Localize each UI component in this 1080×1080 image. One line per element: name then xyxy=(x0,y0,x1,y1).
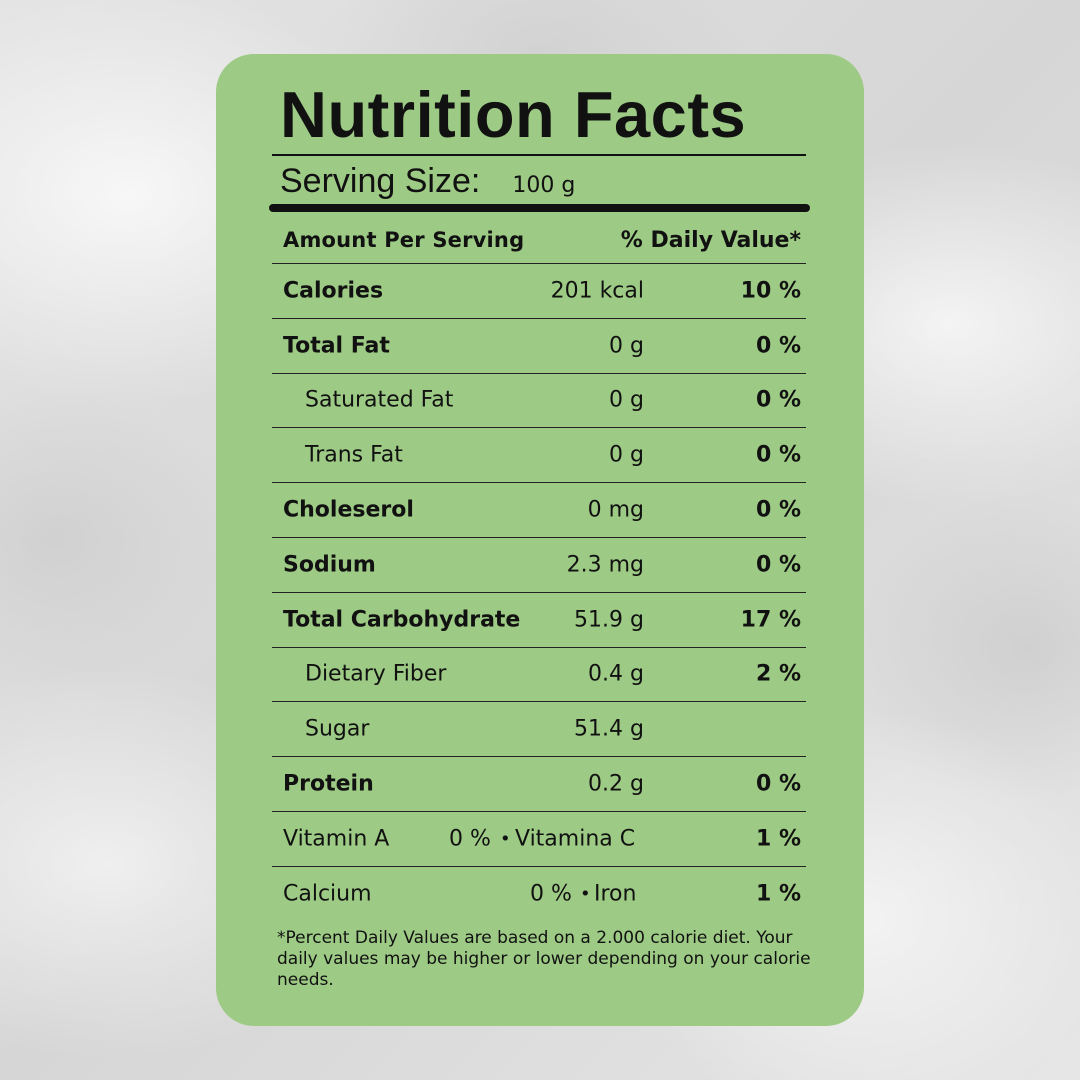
nutrient-daily-value: 2 % xyxy=(755,661,801,687)
nutrient-row-saturated-fat: Saturated Fat 0 g 0 % xyxy=(272,372,806,428)
nutrient-amount: 0 g xyxy=(609,387,644,413)
vitamin-row-calcium-iron: Calcium 0 % • Iron 1 % xyxy=(272,865,806,921)
nutrient-daily-value: 0 % xyxy=(755,771,801,797)
nutrient-row-total-carbohydrate: Total Carbohydrate 51.9 g 17 % xyxy=(272,591,806,647)
divider-thick xyxy=(269,204,810,212)
nutrient-amount: 0 g xyxy=(609,333,644,359)
nutrient-name: Choleserol xyxy=(283,497,414,523)
bullet-separator: • xyxy=(500,828,511,850)
nutrient-daily-value: 10 % xyxy=(740,278,801,304)
nutrition-label: Nutrition Facts Serving Size: 100 g Amou… xyxy=(216,54,864,1026)
nutrient-daily-value: 0 % xyxy=(755,497,801,523)
nutrient-amount: 0 g xyxy=(609,442,644,468)
nutrient-amount: 0.4 g xyxy=(588,661,644,687)
nutrient-amount: 51.4 g xyxy=(574,716,644,742)
serving-size-label: Serving Size: xyxy=(280,162,481,200)
divider-top xyxy=(272,154,806,156)
nutrient-name: Dietary Fiber xyxy=(305,661,447,687)
nutrient-row-calories: Calories 201 kcal 10 % xyxy=(272,263,806,318)
nutrient-name: Total Fat xyxy=(283,333,390,359)
nutrient-row-total-fat: Total Fat 0 g 0 % xyxy=(272,317,806,373)
vitamin-other-daily-value: 1 % xyxy=(755,881,801,907)
vitamin-name: Vitamin A xyxy=(283,826,390,852)
vitamin-daily-value: 0 % xyxy=(530,881,572,907)
nutrient-name: Saturated Fat xyxy=(305,387,454,413)
label-title: Nutrition Facts xyxy=(280,78,747,151)
nutrient-row-dietary-fiber: Dietary Fiber 0.4 g 2 % xyxy=(272,646,806,702)
bullet-separator: • xyxy=(580,883,591,905)
serving-size-value: 100 g xyxy=(512,173,576,198)
amount-per-serving-header: Amount Per Serving xyxy=(283,228,525,252)
nutrient-daily-value: 0 % xyxy=(755,333,801,359)
vitamin-name: Calcium xyxy=(283,881,372,907)
nutrient-name: Calories xyxy=(283,278,384,304)
nutrient-amount: 51.9 g xyxy=(574,607,644,633)
nutrient-name: Sodium xyxy=(283,552,376,578)
nutrient-daily-value: 0 % xyxy=(755,552,801,578)
vitamin-row-a-c: Vitamin A 0 % • Vitamina C 1 % xyxy=(272,810,806,866)
daily-value-header: % Daily Value* xyxy=(620,227,801,253)
vitamin-other-name: Iron xyxy=(594,881,637,907)
vitamin-daily-value: 0 % xyxy=(449,826,491,852)
column-headers: Amount Per Serving % Daily Value* xyxy=(283,220,801,260)
nutrient-row-cholesterol: Choleserol 0 mg 0 % xyxy=(272,482,806,537)
nutrient-row-protein: Protein 0.2 g 0 % xyxy=(272,756,806,811)
nutrient-amount: 201 kcal xyxy=(550,278,644,304)
nutrient-name: Protein xyxy=(283,771,374,797)
serving-size: Serving Size: 100 g xyxy=(280,162,575,202)
nutrient-amount: 0 mg xyxy=(587,497,644,523)
nutrient-name: Total Carbohydrate xyxy=(283,607,521,633)
nutrient-daily-value: 17 % xyxy=(740,607,801,633)
footnote: *Percent Daily Values are based on a 2.0… xyxy=(277,928,811,990)
nutrient-row-sodium: Sodium 2.3 mg 0 % xyxy=(272,536,806,592)
nutrient-row-trans-fat: Trans Fat 0 g 0 % xyxy=(272,427,806,482)
nutrient-amount: 2.3 mg xyxy=(566,552,644,578)
nutrient-row-sugar: Sugar 51.4 g xyxy=(272,701,806,756)
nutrient-daily-value: 0 % xyxy=(755,387,801,413)
nutrient-name: Sugar xyxy=(305,716,370,742)
vitamin-other-daily-value: 1 % xyxy=(755,826,801,852)
vitamin-other-name: Vitamina C xyxy=(515,826,636,852)
nutrient-name: Trans Fat xyxy=(305,442,403,468)
nutrient-amount: 0.2 g xyxy=(588,771,644,797)
nutrient-daily-value: 0 % xyxy=(755,442,801,468)
nutrient-table: Calories 201 kcal 10 % Total Fat 0 g 0 %… xyxy=(272,263,806,921)
